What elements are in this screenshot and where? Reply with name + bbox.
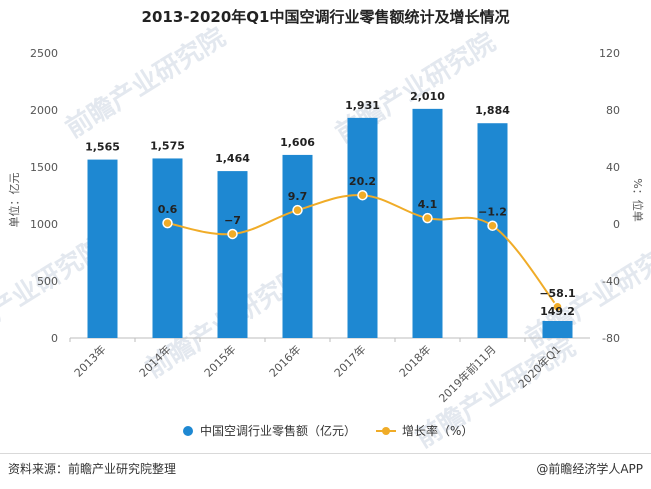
data-labels: 1,565 1,575 1,464 1,606 1,931 2,010 1,884 149.2… (85, 90, 576, 318)
bar-value-label: 1,575 (150, 139, 185, 152)
y-tick-label: 1500 (30, 161, 58, 174)
bar (542, 320, 573, 338)
footer-divider (0, 453, 651, 454)
growth-point (162, 217, 173, 229)
bar-value-label: 2,010 (410, 90, 445, 103)
legend-swatch-line-marker (382, 427, 390, 435)
line-value-label: 20.2 (349, 175, 376, 188)
y-tick-label: 500 (37, 275, 58, 288)
growth-point (292, 204, 303, 216)
line-value-label: 0.6 (158, 203, 178, 216)
y2-tick-label: 120 (599, 47, 620, 60)
line-value-label: −1.2 (478, 206, 507, 219)
bar (152, 158, 183, 338)
growth-point (487, 220, 498, 231)
bar-value-label: 1,464 (215, 152, 250, 165)
line-value-label: −58.1 (539, 287, 575, 300)
legend-swatch-bar (183, 426, 193, 436)
bar (282, 154, 313, 338)
legend-label-line: 增长率（%） (402, 423, 473, 438)
bar (87, 159, 118, 338)
y-tick-label: 1000 (30, 218, 58, 231)
bar-value-label: 1,884 (475, 104, 510, 117)
line-value-label: 4.1 (418, 198, 438, 211)
x-tick-label: 2017年 (331, 342, 368, 379)
y2-tick-label: 40 (606, 161, 620, 174)
chart-title: 2013-2020年Q1中国空调行业零售额统计及增长情况 (141, 8, 510, 26)
line-series (162, 189, 563, 313)
source-note: 资料来源：前瞻产业研究院整理 (8, 462, 177, 476)
legend: 中国空调行业零售额（亿元） 增长率（%） (183, 423, 473, 438)
y-axis-title: 单位：亿元 (7, 173, 21, 228)
y2-tick-label: 80 (606, 104, 620, 117)
watermark-text: 前瞻产业研究院 (60, 21, 231, 144)
growth-point (357, 189, 368, 201)
legend-label-bar: 中国空调行业零售额（亿元） (200, 423, 356, 438)
bar (412, 108, 443, 338)
brand-note: @前瞻经济学人APP (536, 462, 643, 476)
line-value-label: 9.7 (288, 190, 308, 203)
y2-tick-label: 0 (613, 218, 620, 231)
bar-value-label: 149.2 (540, 305, 575, 318)
growth-point (552, 301, 563, 313)
x-tick-label: 2016年 (266, 342, 303, 379)
y2-tick-label: -80 (602, 332, 620, 345)
y-tick-label: 2000 (30, 104, 58, 117)
y2-tick-label: -40 (602, 275, 620, 288)
y-tick-label: 0 (51, 332, 58, 345)
y2-axis-title: %：位单 (631, 178, 645, 221)
bar-value-label: 1,931 (345, 99, 380, 112)
line-value-label: −7 (224, 214, 241, 227)
growth-point (227, 228, 238, 240)
x-tick-label: 2013年 (71, 342, 108, 379)
growth-point (422, 212, 433, 224)
bar-value-label: 1,565 (85, 141, 120, 154)
bar-series (87, 108, 573, 338)
bar-value-label: 1,606 (280, 136, 315, 149)
y-tick-label: 2500 (30, 47, 58, 60)
x-tick-label: 2018年 (396, 342, 433, 379)
bar (217, 171, 248, 338)
bar (347, 117, 378, 338)
